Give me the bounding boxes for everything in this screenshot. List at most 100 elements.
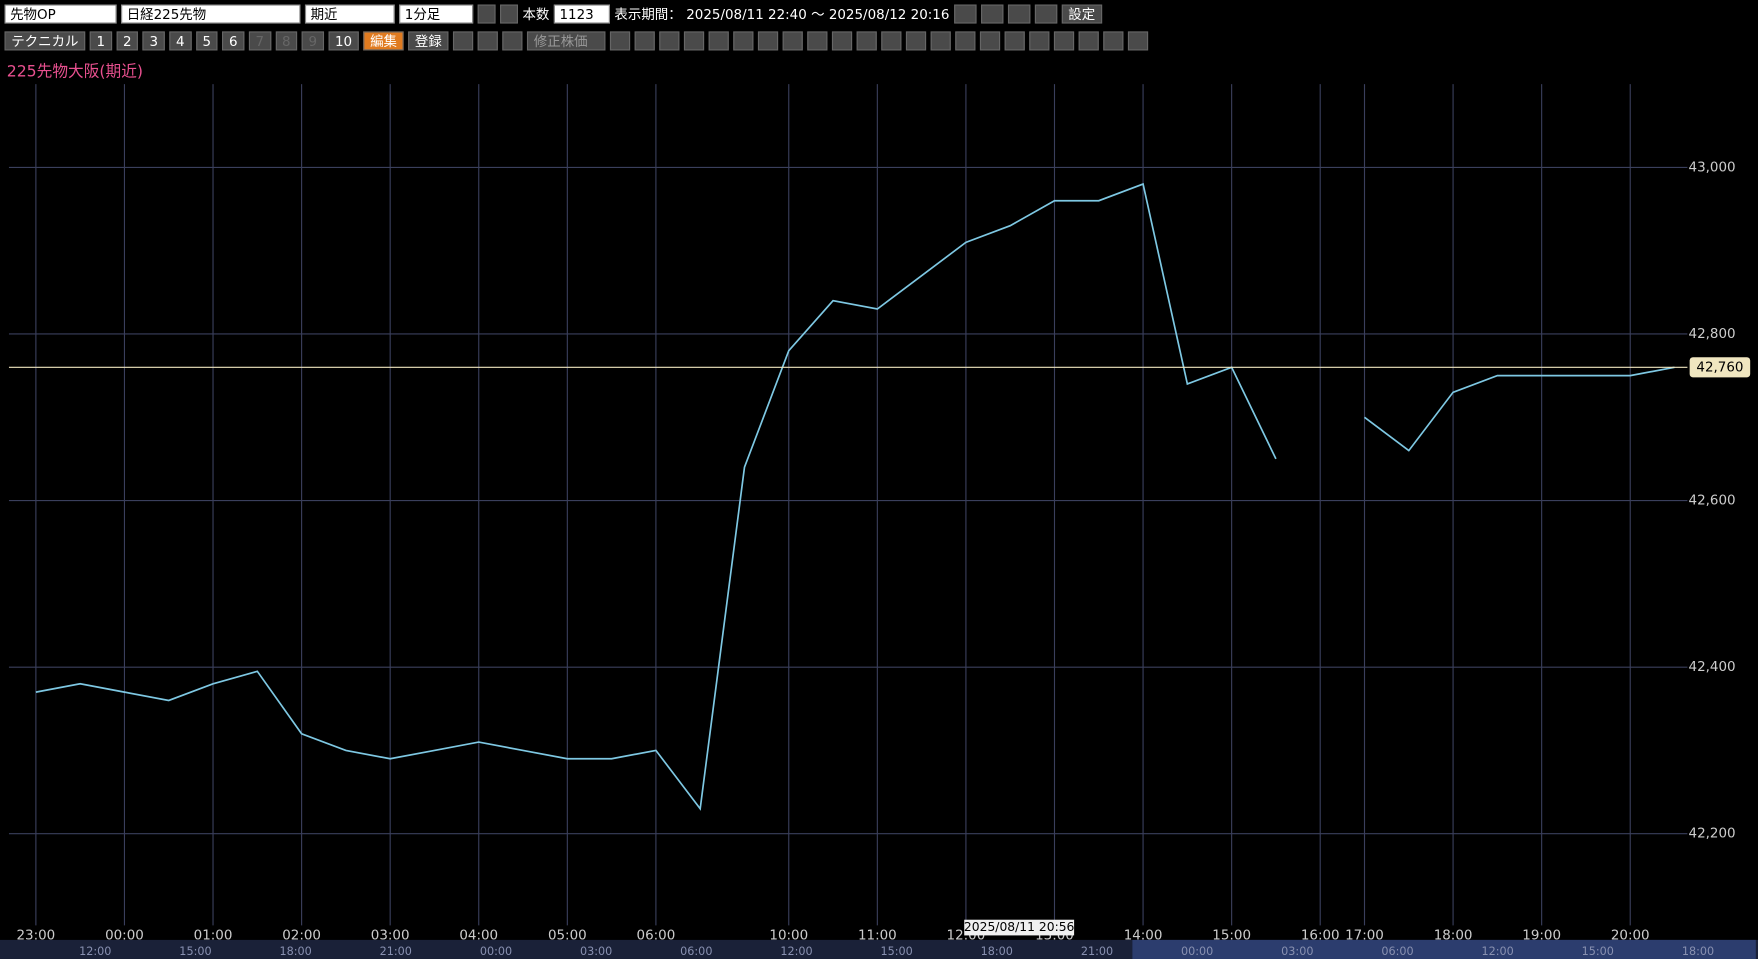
- drawing-tool[interactable]: [1078, 31, 1099, 51]
- preset-button[interactable]: 2: [116, 31, 139, 51]
- drawing-tool[interactable]: [930, 31, 951, 51]
- settings-button[interactable]: 設定: [1061, 4, 1102, 24]
- preset-button[interactable]: 7: [248, 31, 271, 51]
- x-tick-label: 03:00: [371, 928, 410, 943]
- overview-label: 00:00: [1181, 945, 1213, 958]
- preset-button[interactable]: 8: [275, 31, 298, 51]
- adjusted-dropdown[interactable]: 修正株価: [527, 31, 606, 51]
- drawing-tool[interactable]: [955, 31, 976, 51]
- drawing-tool[interactable]: [1029, 31, 1050, 51]
- dropdown[interactable]: 日経225先物: [121, 4, 301, 24]
- preset-button[interactable]: 9: [301, 31, 324, 51]
- overview-label: 03:00: [1281, 945, 1313, 958]
- x-tick-label: 01:00: [194, 928, 233, 943]
- drawing-tool[interactable]: [807, 31, 828, 51]
- x-tick-label: 11:00: [858, 928, 897, 943]
- icon-button[interactable]: [980, 4, 1004, 24]
- crosshair-label: 2025/08/11 20:56: [964, 920, 1075, 934]
- overview-label: 18:00: [981, 945, 1013, 958]
- overview-label: 21:00: [380, 945, 412, 958]
- edit-button[interactable]: 編集: [363, 31, 404, 51]
- dropdown[interactable]: 期近: [304, 4, 395, 24]
- drawing-tool[interactable]: [634, 31, 655, 51]
- overview-label: 18:00: [1682, 945, 1714, 958]
- y-tick-label: 42,800: [1689, 327, 1736, 342]
- overview-window[interactable]: [1132, 939, 1756, 959]
- overview-label: 06:00: [1381, 945, 1413, 958]
- dropdown[interactable]: 1分足: [399, 4, 474, 24]
- price-line: [35, 182, 1675, 811]
- drawing-tool[interactable]: [758, 31, 779, 51]
- overview-label: 12:00: [780, 945, 812, 958]
- preset-button[interactable]: 1: [89, 31, 112, 51]
- x-tick-label: 18:00: [1434, 928, 1473, 943]
- drawing-tool[interactable]: [1103, 31, 1124, 51]
- period-text: 2025/08/11 22:40 ～ 2025/08/12 20:16: [686, 6, 950, 23]
- overview-label: 18:00: [279, 945, 311, 958]
- drawing-tool[interactable]: [1004, 31, 1025, 51]
- overview-label: 03:00: [580, 945, 612, 958]
- drawing-tool[interactable]: [1054, 31, 1075, 51]
- count-input[interactable]: 1123: [553, 4, 610, 24]
- register-button[interactable]: 登録: [408, 31, 449, 51]
- icon-button[interactable]: [953, 4, 977, 24]
- zoom-button[interactable]: [453, 31, 474, 51]
- drawing-tool[interactable]: [684, 31, 705, 51]
- drawing-tool[interactable]: [610, 31, 631, 51]
- drawing-tool[interactable]: [659, 31, 680, 51]
- drawing-tool[interactable]: [733, 31, 754, 51]
- x-tick-label: 00:00: [105, 928, 144, 943]
- nav-button[interactable]: [500, 4, 518, 24]
- x-tick-label: 20:00: [1611, 928, 1650, 943]
- y-tick-label: 43,000: [1689, 160, 1736, 175]
- drawing-tool[interactable]: [881, 31, 902, 51]
- add-button[interactable]: [502, 31, 523, 51]
- overview-label: 00:00: [480, 945, 512, 958]
- x-tick-label: 15:00: [1212, 928, 1251, 943]
- overview-label: 12:00: [79, 945, 111, 958]
- y-tick-label: 42,600: [1689, 494, 1736, 509]
- drawing-tool[interactable]: [980, 31, 1001, 51]
- toolbar-row: 先物OP 日経225先物 期近 1分足 本数 1123 表示期間： 2025/08/11 22…: [4, 4, 1102, 24]
- overview-label: 12:00: [1482, 945, 1514, 958]
- overview-label: 06:00: [680, 945, 712, 958]
- drawing-tool[interactable]: [1128, 31, 1149, 51]
- drawing-tool[interactable]: [856, 31, 877, 51]
- x-tick-label: 19:00: [1522, 928, 1561, 943]
- x-tick-label: 06:00: [637, 928, 676, 943]
- preset-button[interactable]: 3: [142, 31, 165, 51]
- x-tick-label: 23:00: [17, 928, 56, 943]
- preset-button[interactable]: 4: [169, 31, 192, 51]
- nav-button[interactable]: [477, 4, 496, 24]
- label: 本数: [522, 6, 550, 23]
- x-tick-label: 04:00: [459, 928, 498, 943]
- overview-label: 15:00: [1582, 945, 1614, 958]
- y-tick-label: 42,400: [1689, 660, 1736, 675]
- current-price-box: [1689, 357, 1751, 378]
- zoom-button[interactable]: [477, 31, 498, 51]
- preset-button[interactable]: 5: [195, 31, 218, 51]
- label: 表示期間：: [614, 6, 682, 23]
- icon-button[interactable]: [1007, 4, 1031, 24]
- preset-button[interactable]: 10: [328, 31, 359, 51]
- preset-button[interactable]: 6: [222, 31, 245, 51]
- x-tick-label: 10:00: [769, 928, 808, 943]
- y-tick-label: 42,200: [1689, 827, 1736, 842]
- dropdown[interactable]: 先物OP: [4, 4, 117, 24]
- drawing-tool[interactable]: [906, 31, 927, 51]
- x-tick-label: 16:00: [1301, 928, 1340, 943]
- overview-label: 15:00: [880, 945, 912, 958]
- technical-button[interactable]: テクニカル: [4, 31, 86, 51]
- overview-label: 21:00: [1081, 945, 1113, 958]
- drawing-tool[interactable]: [782, 31, 803, 51]
- chart-title: 225先物大阪(期近): [7, 61, 143, 80]
- drawing-tool[interactable]: [708, 31, 729, 51]
- toolbar-row: テクニカル 1 2 3 4 5 6 7 8 9 10 編集 登録 修正株価: [4, 31, 1149, 51]
- drawing-tool[interactable]: [832, 31, 853, 51]
- x-tick-label: 14:00: [1124, 928, 1163, 943]
- icon-button[interactable]: [1034, 4, 1058, 24]
